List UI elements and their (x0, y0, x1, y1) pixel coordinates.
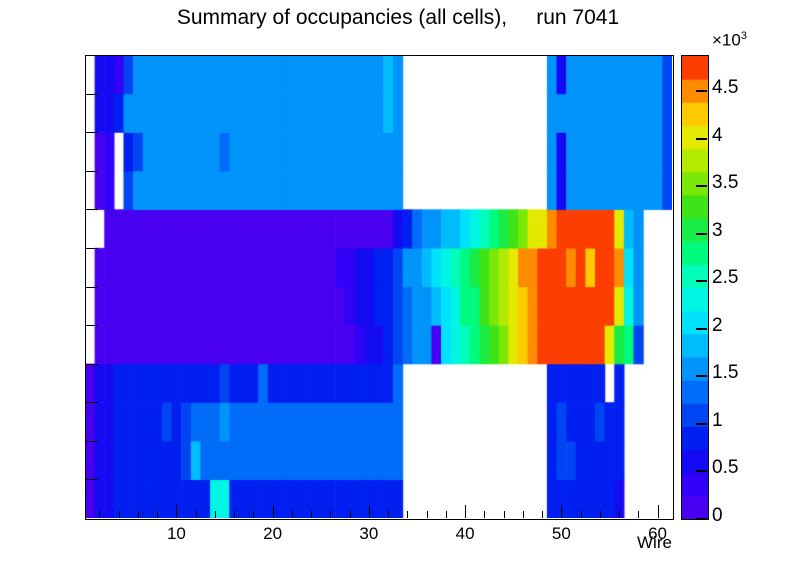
x-axis-minor-tick (445, 511, 447, 518)
colorbar-exponent-label: ×103 (712, 30, 747, 51)
x-axis-minor-tick (619, 511, 621, 518)
colorbar-tick (696, 422, 707, 425)
x-axis-tick-label-30: 30 (359, 524, 379, 543)
y-axis-tick (85, 402, 98, 404)
x-axis-minor-tick (137, 511, 139, 518)
colorbar-label-0-5: 0.5 (712, 457, 739, 479)
colorbar-tick (696, 518, 707, 520)
colorbar-label-4: 4 (712, 124, 723, 146)
colorbar-tick (696, 375, 707, 378)
colorbar-tick (696, 90, 707, 93)
x-axis-minor-tick (349, 511, 351, 518)
x-axis-minor-tick (580, 511, 582, 518)
colorbar-tick (696, 232, 707, 235)
colorbar-label-2-5: 2.5 (712, 267, 739, 289)
x-axis-major-tick (176, 505, 178, 518)
x-axis-minor-tick (407, 511, 409, 518)
x-axis-tick-label-50: 50 (551, 524, 571, 543)
x-axis-major-tick (272, 505, 274, 518)
colorbar-label-0: 0 (712, 505, 723, 526)
y-axis-tick (85, 132, 98, 134)
colorbar-tick (696, 470, 707, 473)
colorbar-label-4-5: 4.5 (712, 77, 739, 99)
x-axis-tick-label-10: 10 (166, 524, 186, 543)
colorbar-exponent-base: ×10 (712, 30, 741, 50)
colorbar-tick (696, 280, 707, 283)
x-axis-minor-tick (214, 511, 216, 518)
colorbar[interactable] (681, 55, 709, 520)
x-axis-tick-label-20: 20 (263, 524, 283, 543)
y-axis-tick (85, 93, 98, 95)
x-axis-minor-tick (99, 511, 101, 518)
x-axis-minor-tick (599, 511, 601, 518)
y-axis-tick (85, 170, 98, 172)
colorbar-tick (696, 327, 707, 330)
colorbar-tick (696, 185, 707, 188)
x-axis-minor-tick (330, 511, 332, 518)
colorbar-canvas (681, 55, 709, 520)
x-axis-tick-label-40: 40 (455, 524, 475, 543)
page-title: Summary of occupancies (all cells), run … (176, 6, 620, 29)
colorbar-label-1: 1 (712, 409, 723, 431)
colorbar-exponent-power: 3 (740, 30, 747, 42)
x-axis-major-tick (465, 505, 467, 518)
y-axis-tick (85, 55, 98, 56)
x-axis-minor-tick (484, 511, 486, 518)
x-axis-minor-tick (118, 511, 120, 518)
colorbar-tick (696, 137, 707, 140)
x-axis-minor-tick (157, 511, 159, 518)
colorbar-label-3-5: 3.5 (712, 172, 739, 194)
x-axis-minor-tick (311, 511, 313, 518)
x-axis-title: Wire (637, 533, 672, 552)
x-axis-minor-tick (522, 511, 524, 518)
y-axis-tick (85, 440, 98, 442)
x-axis-major-tick (561, 505, 563, 518)
x-axis-minor-tick (253, 511, 255, 518)
y-axis-labels: SL1L1SL1L2SL1L3SL1L4SL2L1SL2L2SL2L3SL2L4… (0, 0, 80, 572)
colorbar-label-2: 2 (712, 314, 723, 336)
x-axis-minor-tick (426, 511, 428, 518)
y-axis-tick (85, 286, 98, 288)
colorbar-label-3: 3 (712, 219, 723, 241)
y-axis-tick (85, 247, 98, 249)
colorbar-label-1-5: 1.5 (712, 362, 739, 384)
x-axis-minor-tick (195, 511, 197, 518)
x-axis-tick-label-60: 60 (648, 524, 668, 543)
heatmap-canvas[interactable] (85, 55, 672, 518)
x-axis-minor-tick (388, 511, 390, 518)
x-axis-minor-tick (638, 511, 640, 518)
x-axis-major-tick (368, 505, 370, 518)
y-axis-tick (85, 209, 98, 211)
y-axis-tick (85, 325, 98, 327)
x-axis-minor-tick (234, 511, 236, 518)
x-axis-minor-tick (291, 511, 293, 518)
heatmap-plot-area[interactable] (85, 55, 672, 518)
x-axis-major-tick (657, 505, 659, 518)
x-axis-minor-tick (503, 511, 505, 518)
y-axis-tick (85, 363, 98, 365)
x-axis-minor-tick (542, 511, 544, 518)
y-axis-tick (85, 479, 98, 481)
